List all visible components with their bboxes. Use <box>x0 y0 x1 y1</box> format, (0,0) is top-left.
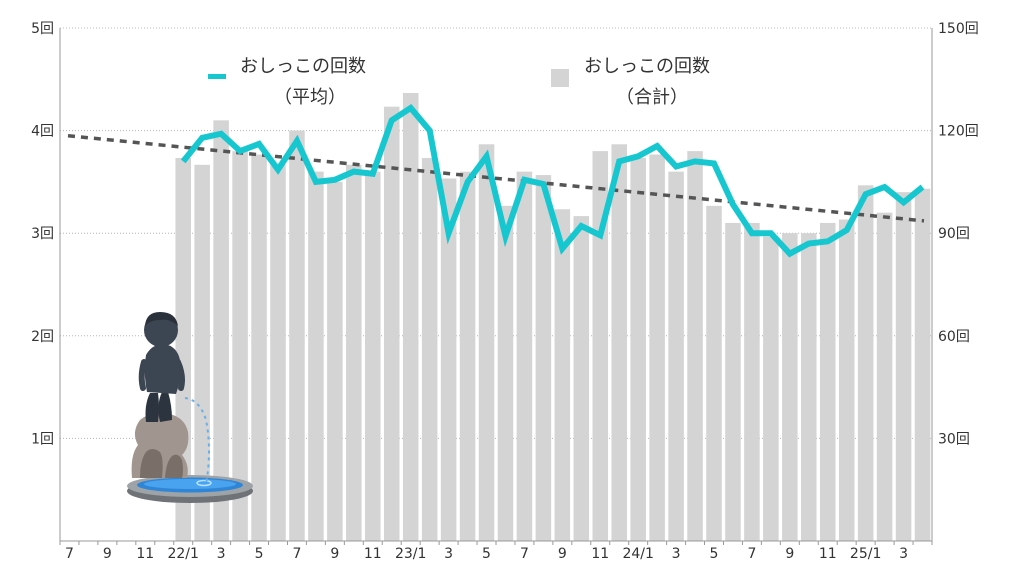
bar <box>535 175 552 541</box>
bar <box>706 205 722 541</box>
y-right-tick-label: 90回 <box>938 226 970 242</box>
legend-bar-sub: （合計） <box>616 87 688 108</box>
x-tick-label: 7 <box>747 546 756 562</box>
bar <box>725 222 741 541</box>
bar <box>763 236 779 541</box>
legend-line-swatch <box>208 74 226 79</box>
legend-bar-swatch <box>551 69 569 87</box>
bar <box>687 151 703 541</box>
bar <box>308 171 324 541</box>
x-tick-label: 9 <box>330 546 339 562</box>
bar <box>459 171 476 541</box>
bar <box>611 144 627 541</box>
bar-series <box>175 92 931 542</box>
legend-bar-label: おしっこの回数 <box>584 56 710 77</box>
y-axis-left: 1回 2回 3回 4回 5回 <box>31 21 54 447</box>
bar <box>573 216 590 541</box>
bar <box>554 209 571 541</box>
bar <box>270 164 286 542</box>
bar <box>895 192 912 541</box>
legend-line-sub: （平均） <box>274 87 346 108</box>
y-right-tick-label: 60回 <box>938 329 970 345</box>
bar <box>194 164 210 542</box>
bar <box>478 144 495 541</box>
x-tick-label: 23/1 <box>395 546 426 562</box>
bar <box>365 171 381 541</box>
x-tick-label: 3 <box>217 546 226 562</box>
bar <box>592 151 609 541</box>
bar <box>744 222 760 541</box>
x-tick-label: 25/1 <box>850 546 881 562</box>
bar <box>782 233 798 541</box>
y-left-tick-label: 3回 <box>31 226 54 242</box>
line-series <box>180 104 925 258</box>
x-tick-label: 9 <box>558 546 567 562</box>
y-left-tick-label: 2回 <box>31 329 54 345</box>
y-left-tick-label: 5回 <box>31 21 54 37</box>
x-tick-label: 5 <box>482 546 491 562</box>
bar <box>327 181 343 541</box>
bar <box>346 164 362 542</box>
legend: おしっこの回数 （平均） おしっこの回数 （合計） <box>208 56 710 108</box>
x-tick-label: 11 <box>591 546 609 562</box>
bar <box>838 219 855 541</box>
x-tick-label: 7 <box>65 546 74 562</box>
bar <box>497 205 514 541</box>
x-axis: 7 9 11 22/1 3 5 7 9 11 23/1 3 5 7 9 11 24/1 3 5 7 9 11 25/1 3 <box>59 541 933 562</box>
x-tick-label: 22/1 <box>167 546 198 562</box>
bar <box>251 154 267 542</box>
x-tick-label: 11 <box>136 546 154 562</box>
x-tick-label: 11 <box>364 546 382 562</box>
bar <box>668 171 684 541</box>
bar <box>649 154 665 542</box>
bar <box>232 151 248 541</box>
x-tick-label: 11 <box>819 546 837 562</box>
y-left-tick-label: 4回 <box>31 124 54 140</box>
x-tick-label: 24/1 <box>622 546 653 562</box>
bar <box>421 157 438 541</box>
trend-line <box>67 133 925 223</box>
bar <box>857 185 874 541</box>
bar <box>440 178 457 542</box>
legend-line-label: おしっこの回数 <box>240 56 366 77</box>
bar <box>801 233 817 541</box>
y-right-tick-label: 150回 <box>938 21 979 37</box>
x-tick-label: 5 <box>255 546 264 562</box>
x-tick-label: 9 <box>785 546 794 562</box>
bar <box>876 212 893 541</box>
manneken-pis-fountain-icon <box>127 312 253 503</box>
x-tick-label: 7 <box>520 546 529 562</box>
trend-series <box>67 133 925 223</box>
bar <box>914 188 931 542</box>
x-tick-label: 3 <box>444 546 453 562</box>
x-tick-label: 3 <box>899 546 908 562</box>
y-right-tick-label: 30回 <box>938 431 970 447</box>
x-tick-label: 3 <box>672 546 681 562</box>
x-tick-label: 9 <box>103 546 112 562</box>
bar <box>402 92 419 541</box>
bar <box>630 157 646 541</box>
x-tick-label: 7 <box>292 546 301 562</box>
bar <box>383 106 400 541</box>
y-right-tick-label: 120回 <box>938 124 979 140</box>
y-axis-right: 30回 60回 90回 120回 150回 <box>938 21 979 447</box>
bar <box>213 120 229 541</box>
y-left-tick-label: 1回 <box>31 431 54 447</box>
average-line <box>180 104 925 258</box>
bar <box>516 171 533 541</box>
bar <box>819 222 836 541</box>
bar <box>289 130 305 541</box>
x-tick-label: 5 <box>710 546 719 562</box>
